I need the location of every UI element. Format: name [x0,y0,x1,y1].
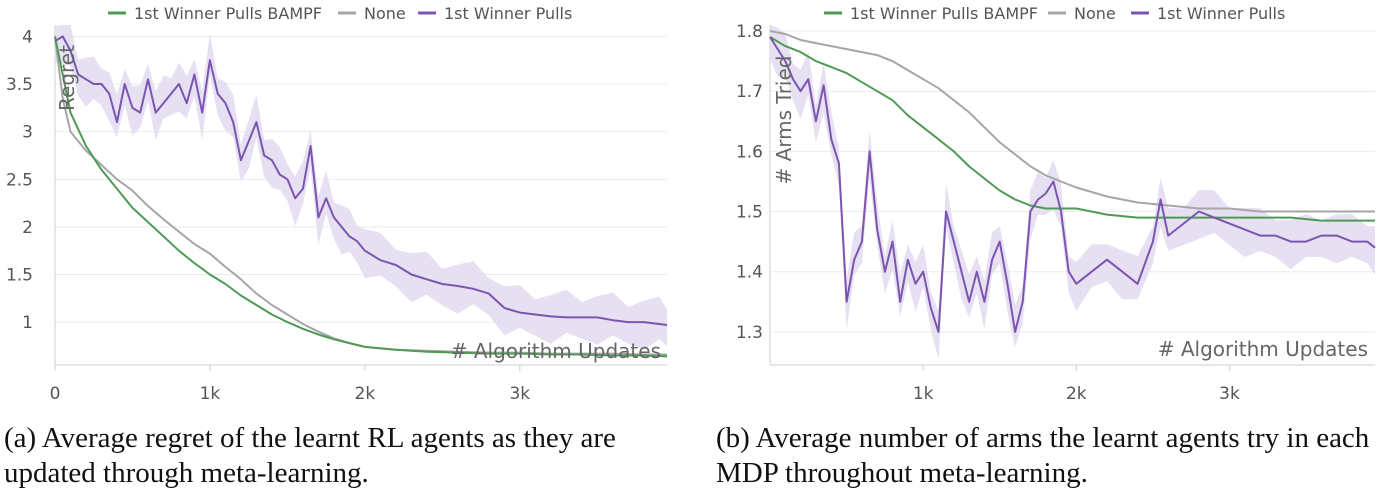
series-line-1st-winner-pulls-bampf [769,36,1375,222]
x-tick-label: 0 [50,384,61,404]
y-tick-label: 1.3 [736,323,763,343]
series-band-1st-winner-pulls [770,25,1375,360]
series-line-1st-winner-pulls-bampf [54,36,668,358]
x-tick-label: 1k [200,384,221,404]
legend-label-1st-winner-pulls-bampf: 1st Winner Pulls BAMPF [850,4,1038,23]
x-tick-label: 1k [913,384,934,404]
y-tick-label: 1 [22,313,33,333]
x-tick-label: 2k [355,384,376,404]
series-line-1st-winner-pulls [54,35,668,326]
series-line-none [769,30,1375,213]
x-tick-label: 2k [1066,384,1087,404]
x-tick-label: 3k [1219,384,1240,404]
legend-label-none: None [364,4,406,23]
y-tick-label: 1.7 [736,82,763,102]
chart-regret: 1 1.5 2 2.5 3 3.5 4 0 1k 2k 3k # Algorithm Updates R… [6,4,668,404]
legend-label-none: None [1074,4,1116,23]
y-axis-label: Regret [55,45,79,111]
legend-label-1st-winner-pulls-bampf: 1st Winner Pulls BAMPF [134,4,322,23]
y-tick-label: 1.6 [736,142,763,162]
chart-arms-tried: 1.3 1.4 1.5 1.6 1.7 1.8 1k 2k 3k # Algorithm Upda… [736,4,1376,404]
y-tick-label: 1.4 [736,263,763,283]
caption-b: (b) Average number of arms the learnt ag… [716,422,1370,489]
y-tick-label: 2 [22,218,33,238]
y-tick-label: 1.5 [736,203,763,223]
y-tick-label: 4 [22,27,33,47]
series-line-1st-winner-pulls [769,36,1376,333]
y-tick-label: 3 [22,123,33,143]
caption-a: (a) Average regret of the learnt RL agen… [4,422,616,489]
y-axis-label: # Arms Tried [772,56,796,185]
legend-label-1st-winner-pulls: 1st Winner Pulls [444,4,572,23]
y-tick-label: 2.5 [6,170,33,190]
x-axis-label: # Algorithm Updates [1158,337,1368,361]
series-band-1st-winner-pulls [55,25,667,350]
y-tick-label: 3.5 [6,75,33,95]
x-tick-label: 3k [509,384,530,404]
y-tick-label: 1.5 [6,266,33,286]
y-tick-label: 1.8 [736,22,763,42]
legend-label-1st-winner-pulls: 1st Winner Pulls [1157,4,1285,23]
x-axis-label: # Algorithm Updates [451,339,661,363]
